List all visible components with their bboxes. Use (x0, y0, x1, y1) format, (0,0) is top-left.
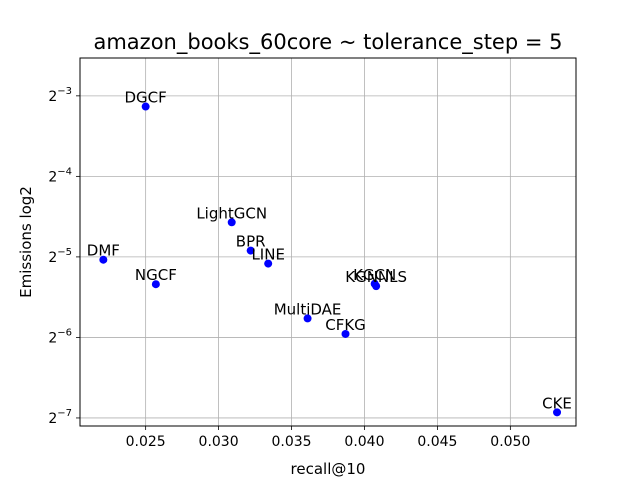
grid (80, 58, 576, 426)
data-point (264, 259, 273, 268)
point-label: NGCF (135, 266, 177, 284)
data-point (303, 314, 312, 323)
plot-frame (79, 57, 577, 427)
y-tick-base: 2 (48, 89, 57, 105)
y-tick-base: 2 (48, 411, 57, 427)
data-point (553, 408, 562, 417)
data-point (99, 255, 108, 264)
y-tick-label: 2−3 (48, 86, 72, 105)
point-label: CFKG (325, 316, 366, 334)
point-label: DMF (87, 242, 120, 260)
x-tick-label: 0.040 (344, 434, 384, 450)
data-point (151, 280, 160, 289)
y-tick-exponent: −6 (57, 327, 72, 338)
point-label: DGCF (125, 89, 167, 107)
y-tick-exponent: −5 (57, 247, 72, 258)
y-tick-exponent: −3 (57, 86, 72, 97)
y-tick-label: 2−4 (48, 166, 72, 185)
data-point (372, 282, 381, 291)
point-label: LINE (251, 246, 284, 264)
y-tick-base: 2 (48, 250, 57, 266)
point-label: CKE (542, 394, 572, 412)
y-axis-label: Emissions log2 (17, 186, 35, 298)
x-tick-label: 0.050 (490, 434, 530, 450)
y-tick-label: 2−5 (48, 247, 72, 266)
point-label: BPR (236, 233, 266, 251)
y-tick-label: 2−7 (48, 408, 72, 427)
data-point (141, 102, 150, 111)
y-tick-exponent: −4 (57, 166, 72, 177)
x-axis-ticks: 0.025 0.030 0.035 0.040 0.045 0.050 (126, 426, 530, 450)
chart-title: amazon_books_60core ~ tolerance_step = 5 (93, 30, 562, 55)
x-tick-label: 0.045 (417, 434, 457, 450)
y-tick-label: 2−6 (48, 327, 72, 346)
y-tick-exponent: −7 (57, 408, 72, 419)
point-label: KGNNLS (345, 268, 407, 286)
y-tick-base: 2 (48, 169, 57, 185)
data-points (99, 102, 562, 417)
point-label: LightGCN (196, 204, 267, 222)
data-point (227, 218, 236, 227)
x-tick-label: 0.035 (271, 434, 311, 450)
y-axis-ticks: 2−32−42−52−62−7 (48, 86, 80, 427)
x-axis-label: recall@10 (291, 460, 366, 478)
data-point (341, 329, 350, 338)
data-point (246, 246, 255, 255)
point-label: MultiDAE (274, 300, 342, 318)
point-label: KGCN (353, 266, 396, 284)
y-tick-base: 2 (48, 330, 57, 346)
x-tick-label: 0.025 (126, 434, 166, 450)
x-tick-label: 0.030 (199, 434, 239, 450)
